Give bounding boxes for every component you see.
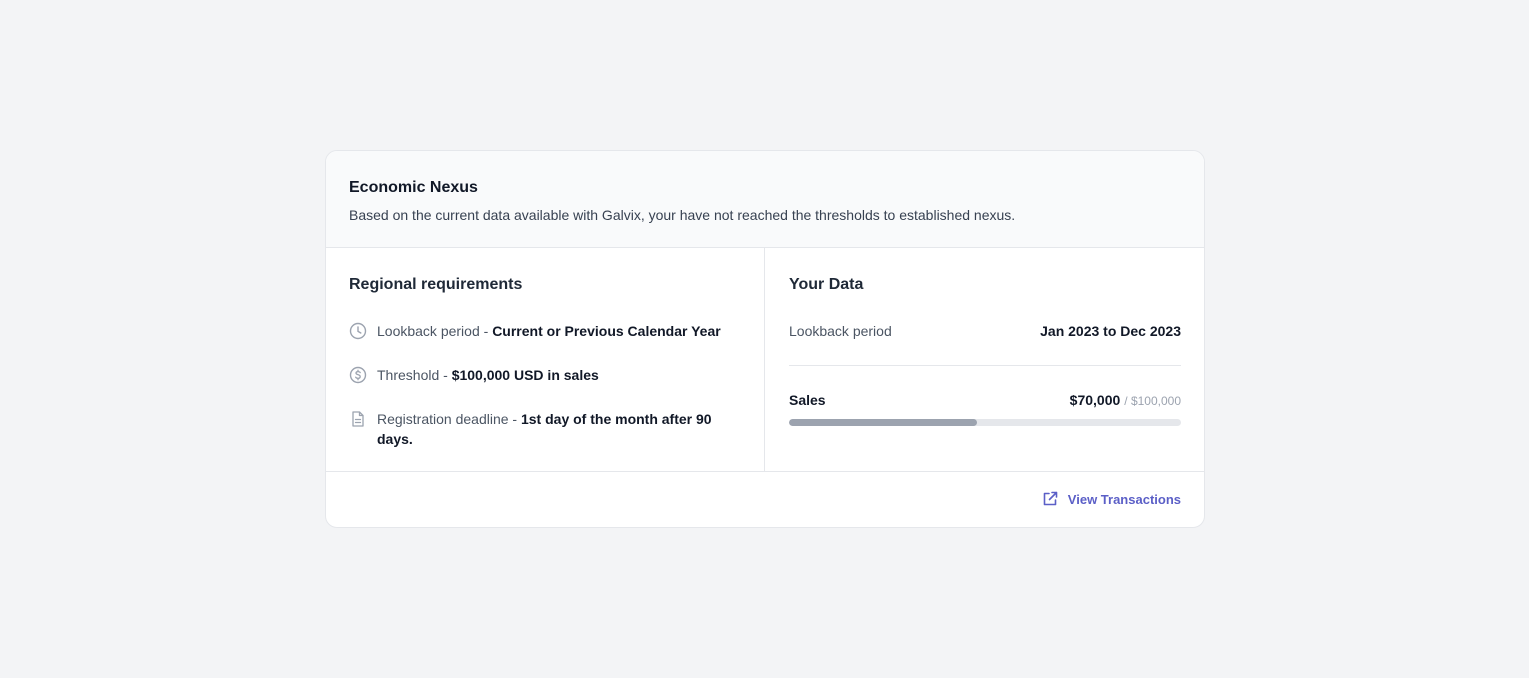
requirement-value: $100,000 USD in sales [451,367,599,383]
requirement-label: Registration deadline - [377,411,521,427]
lookback-period-value: Jan 2023 to Dec 2023 [1040,323,1181,339]
divider [789,365,1181,366]
card-subtitle: Based on the current data available with… [349,207,1016,223]
sales-progress-fill [789,419,978,426]
external-link-icon [1041,490,1059,508]
clock-icon [349,322,367,340]
regional-requirements-title: Regional requirements [349,276,523,293]
sales-total: / $100,000 [1124,394,1181,408]
requirement-text: Registration deadline - 1st day of the m… [377,409,741,449]
card-footer: View Transactions [326,472,1204,526]
regional-requirements-panel: Regional requirements Lookback period - … [326,248,765,471]
dollar-circle-icon [349,366,367,384]
requirement-text: Lookback period - Current or Previous Ca… [377,321,721,341]
document-icon [349,410,367,428]
requirement-deadline: Registration deadline - 1st day of the m… [349,409,741,449]
card-title: Economic Nexus [349,179,478,196]
sales-progress-bar [789,419,1181,426]
view-transactions-link[interactable]: View Transactions [1041,490,1181,508]
requirements-list: Lookback period - Current or Previous Ca… [349,321,741,449]
card-body: Regional requirements Lookback period - … [326,248,1204,472]
view-transactions-label: View Transactions [1067,491,1181,507]
sales-label: Sales [789,392,826,408]
sales-values: $70,000/ $100,000 [1070,390,1181,411]
requirement-value: Current or Previous Calendar Year [492,323,721,339]
requirement-text: Threshold - $100,000 USD in sales [377,365,599,385]
your-data-panel: Your Data Lookback period Jan 2023 to De… [765,248,1204,471]
lookback-period-row: Lookback period Jan 2023 to Dec 2023 [789,321,1181,341]
sales-amount: $70,000 [1069,392,1121,408]
sales-row: Sales $70,000/ $100,000 [789,390,1181,411]
economic-nexus-card: Economic Nexus Based on the current data… [325,150,1205,528]
lookback-period-label: Lookback period [789,323,892,339]
requirement-label: Lookback period - [377,323,493,339]
your-data-title: Your Data [789,276,864,293]
requirement-value: 1st day of the month after 90 days. [377,411,712,447]
requirement-lookback: Lookback period - Current or Previous Ca… [349,321,741,341]
card-header: Economic Nexus Based on the current data… [326,151,1204,248]
requirement-label: Threshold - [377,367,452,383]
requirement-threshold: Threshold - $100,000 USD in sales [349,365,741,385]
